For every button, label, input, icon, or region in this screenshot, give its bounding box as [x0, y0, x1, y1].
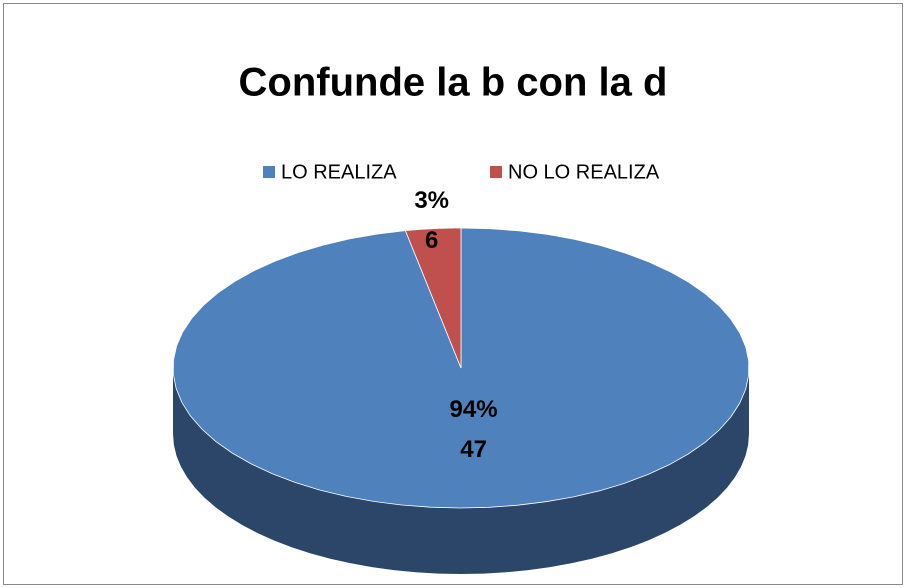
chart-title: Confunde la b con la d	[239, 61, 668, 105]
pie-slice	[404, 227, 462, 369]
data-label-value: 47	[460, 436, 487, 463]
data-label-percent: 94%	[450, 396, 498, 423]
data-label-percent: 3%	[414, 187, 449, 214]
data-label-value: 6	[425, 227, 438, 254]
legend-swatch	[263, 166, 275, 178]
legend-label: NO LO REALIZA	[508, 161, 660, 183]
pie-side	[173, 368, 749, 574]
legend-label: LO REALIZA	[281, 161, 397, 183]
legend-swatch	[490, 166, 502, 178]
